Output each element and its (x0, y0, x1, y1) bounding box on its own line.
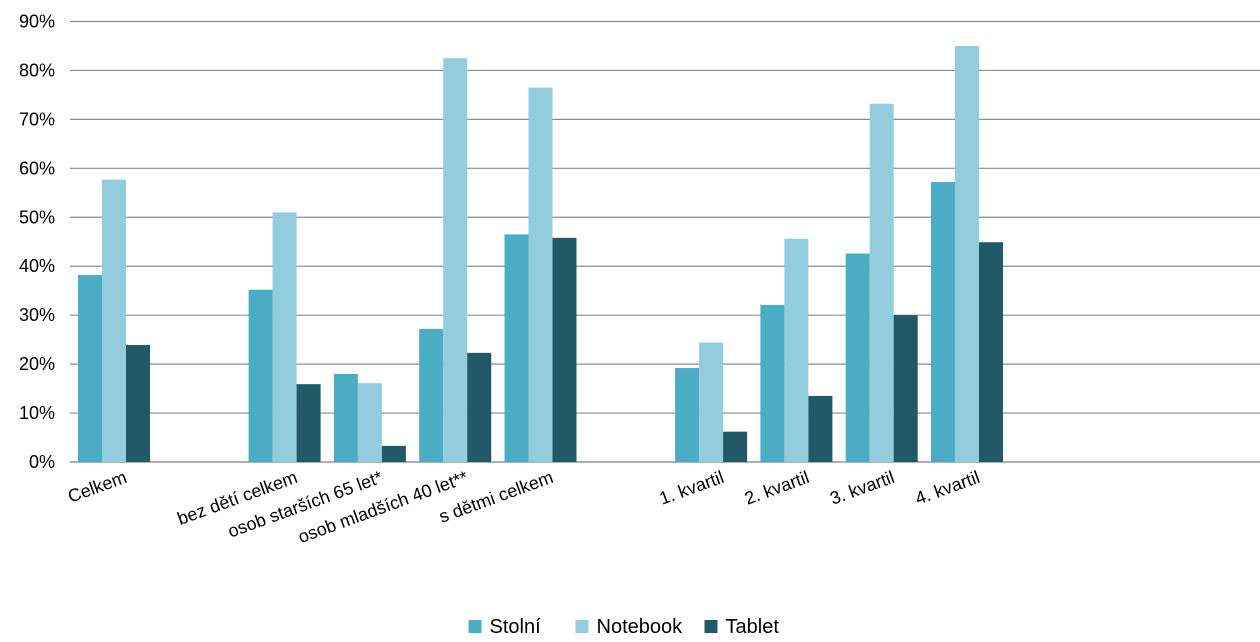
bar (845, 253, 870, 462)
bar (979, 242, 1003, 462)
legend-swatch (575, 620, 589, 633)
y-tick-label: 90% (19, 12, 55, 32)
legend: Stolní Notebook Tablet (468, 616, 780, 638)
y-tick-label: 40% (19, 256, 55, 276)
bar (869, 103, 894, 462)
category-label: 4. kvartil (913, 467, 983, 509)
bar (381, 445, 406, 462)
y-tick-label: 0% (29, 452, 55, 472)
y-tick-label: 70% (19, 109, 55, 129)
bar (808, 395, 833, 462)
category-label: 2. kvartil (742, 467, 812, 509)
y-tick-label: 50% (19, 207, 55, 227)
bar (528, 87, 553, 462)
category-label: Celkem (65, 467, 129, 507)
bar (102, 179, 126, 462)
y-axis-ticks: 0% 10% 20% 30% 40% 50% 60% 70% 80% 90% (19, 12, 55, 473)
bar (723, 431, 748, 462)
bar (357, 383, 382, 462)
bar (552, 237, 577, 462)
bar (333, 373, 358, 462)
legend-swatch (468, 620, 482, 633)
category-label: 3. kvartil (827, 467, 897, 509)
bar (955, 45, 979, 462)
bar (760, 304, 785, 462)
bar (78, 275, 102, 462)
gridlines (70, 20, 1260, 463)
y-tick-label: 80% (19, 60, 55, 80)
y-tick-label: 10% (19, 403, 55, 423)
legend-label: Stolní (490, 616, 542, 638)
bars (78, 45, 1003, 462)
y-tick-label: 20% (19, 354, 55, 374)
bar (784, 238, 809, 462)
legend-label: Notebook (597, 616, 684, 638)
bar (272, 212, 297, 462)
legend-label: Tablet (726, 616, 780, 638)
bar (467, 352, 492, 462)
legend-swatch (704, 620, 718, 633)
bar (443, 58, 468, 462)
bar (296, 384, 321, 462)
y-tick-label: 60% (19, 158, 55, 178)
bar (699, 342, 724, 462)
bar (675, 368, 700, 462)
bar (248, 289, 273, 462)
bar (419, 328, 444, 462)
y-tick-label: 30% (19, 305, 55, 325)
bar (893, 315, 918, 462)
bar (504, 234, 529, 462)
bar (126, 345, 150, 462)
category-label: 1. kvartil (657, 467, 727, 509)
bar (931, 182, 955, 462)
